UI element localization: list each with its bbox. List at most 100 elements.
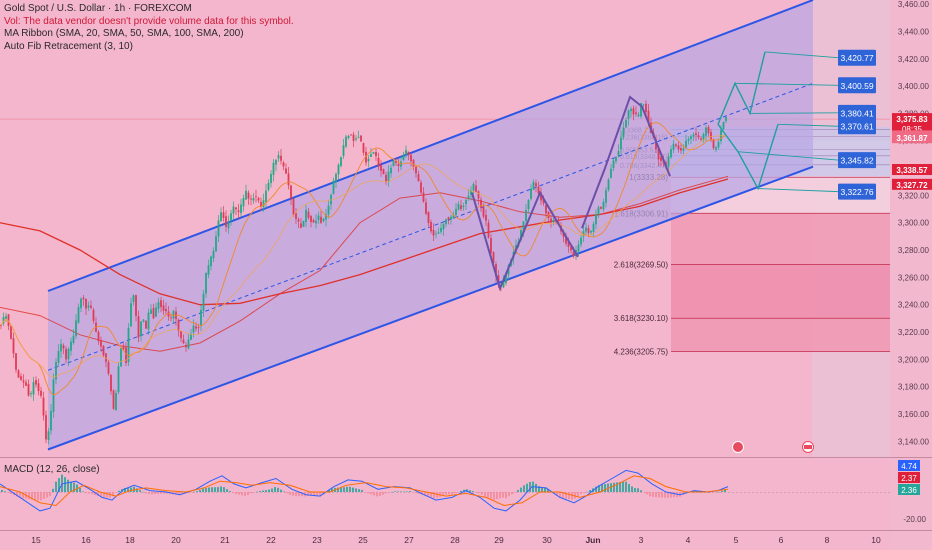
candle-body bbox=[27, 383, 30, 396]
macd-histogram-bar bbox=[541, 487, 543, 492]
candle-body bbox=[42, 397, 45, 416]
macd-histogram-bar bbox=[85, 492, 87, 493]
macd-histogram-bar bbox=[661, 492, 663, 498]
macd-badge-0 bbox=[898, 460, 920, 471]
candle-body bbox=[180, 331, 182, 339]
candle-body bbox=[227, 221, 230, 229]
candle-body bbox=[682, 148, 685, 151]
x-tick-label-4: 20 bbox=[171, 535, 181, 545]
macd-histogram-bar bbox=[496, 492, 498, 500]
candle-body bbox=[605, 189, 607, 203]
candle-body bbox=[382, 169, 385, 175]
candle-body bbox=[90, 305, 92, 308]
macd-histogram-bar bbox=[718, 491, 720, 493]
macd-histogram-bar bbox=[145, 492, 147, 494]
macd-histogram-bar bbox=[373, 492, 375, 496]
macd-histogram-bar bbox=[667, 492, 669, 498]
candle-body bbox=[707, 127, 710, 134]
candle-body bbox=[127, 327, 130, 363]
candle-body bbox=[292, 198, 295, 215]
y-tick-label-3: 3,200.00 bbox=[898, 355, 930, 364]
macd-histogram-bar bbox=[301, 492, 303, 497]
macd-histogram-bar bbox=[538, 486, 540, 492]
candle-body bbox=[545, 204, 547, 214]
candle-body bbox=[117, 366, 120, 393]
candle-body bbox=[242, 198, 245, 207]
candle-body bbox=[362, 143, 365, 153]
macd-signal-line bbox=[0, 475, 729, 507]
candle-body bbox=[607, 179, 610, 190]
y-tick-label-7: 3,280.00 bbox=[898, 246, 930, 255]
macd-histogram-bar bbox=[619, 482, 621, 492]
candle-body bbox=[185, 345, 187, 348]
candle-body bbox=[187, 339, 190, 349]
candle-body bbox=[417, 174, 420, 182]
macd-histogram-bar bbox=[658, 492, 660, 498]
macd-legend[interactable]: MACD (12, 26, close) bbox=[4, 464, 100, 475]
macd-histogram-bar bbox=[517, 490, 519, 492]
macd-histogram-bar bbox=[292, 492, 294, 496]
event-flag-stripe bbox=[804, 445, 812, 449]
macd-histogram-bar bbox=[199, 489, 201, 492]
candle-body bbox=[645, 103, 647, 112]
candle-body bbox=[437, 232, 440, 234]
macd-histogram-bar bbox=[40, 492, 42, 501]
candle-body bbox=[635, 112, 637, 115]
candle-body bbox=[630, 108, 632, 112]
macd-histogram-bar bbox=[436, 492, 438, 499]
projection-path-0 bbox=[717, 51, 766, 125]
price-badge-label-0: 3,375.83 bbox=[896, 115, 928, 124]
price-badge-time-0: 08:35 bbox=[902, 125, 923, 134]
macd-histogram-bar bbox=[112, 492, 114, 497]
candle-body bbox=[472, 183, 475, 191]
macd-histogram-bar bbox=[442, 492, 444, 496]
macd-histogram-bar bbox=[241, 492, 243, 496]
fib-legend[interactable]: Auto Fib Retracement (3, 10) bbox=[4, 40, 133, 52]
macd-histogram-bar bbox=[631, 486, 633, 492]
candle-body bbox=[680, 148, 682, 151]
fib-level-label-3: 4.236(3205.75) bbox=[614, 347, 669, 356]
candle-body bbox=[450, 216, 452, 219]
candle-body bbox=[255, 196, 257, 198]
macd-histogram-bar bbox=[313, 492, 315, 496]
candle-body bbox=[220, 212, 222, 222]
macd-histogram-bar bbox=[178, 492, 180, 496]
price-scale-bg bbox=[890, 0, 932, 550]
symbol-title[interactable]: Gold Spot / U.S. Dollar · 1h · FOREXCOM bbox=[4, 3, 192, 14]
y-tick-label-8: 3,300.00 bbox=[898, 219, 930, 228]
macd-histogram-bar bbox=[472, 491, 474, 492]
candle-body bbox=[0, 325, 2, 326]
ma-ribbon-legend[interactable]: MA Ribbon (SMA, 20, SMA, 50, SMA, 100, S… bbox=[4, 28, 244, 39]
candle-body bbox=[390, 167, 392, 174]
candle-body bbox=[85, 298, 87, 309]
macd-histogram-bar bbox=[616, 482, 618, 492]
macd-histogram-bar bbox=[139, 490, 141, 492]
candle-body bbox=[265, 190, 267, 202]
candle-body bbox=[702, 134, 705, 141]
candle-body bbox=[60, 343, 62, 352]
macd-histogram-bar bbox=[400, 491, 402, 493]
macd-histogram-bar bbox=[193, 491, 195, 493]
macd-histogram-bar bbox=[418, 492, 420, 494]
candle-body bbox=[327, 205, 330, 215]
candle-body bbox=[215, 236, 217, 252]
candle-body bbox=[495, 264, 497, 277]
candle-body bbox=[92, 309, 95, 321]
candle-body bbox=[192, 325, 195, 333]
candle-body bbox=[385, 174, 387, 182]
y-tick-label-2: 3,180.00 bbox=[898, 383, 930, 392]
macd-histogram-bar bbox=[268, 489, 270, 492]
candle-body bbox=[205, 272, 207, 294]
candle-body bbox=[355, 138, 357, 140]
candle-body bbox=[565, 236, 567, 244]
macd-histogram-bar bbox=[316, 492, 318, 497]
candle-body bbox=[602, 201, 605, 210]
macd-histogram-bar bbox=[277, 487, 279, 492]
candle-body bbox=[262, 200, 265, 208]
channel-lower-line bbox=[47, 165, 814, 451]
price-badge-4 bbox=[892, 178, 932, 190]
candle-body bbox=[247, 192, 250, 199]
candle-body bbox=[430, 222, 432, 232]
